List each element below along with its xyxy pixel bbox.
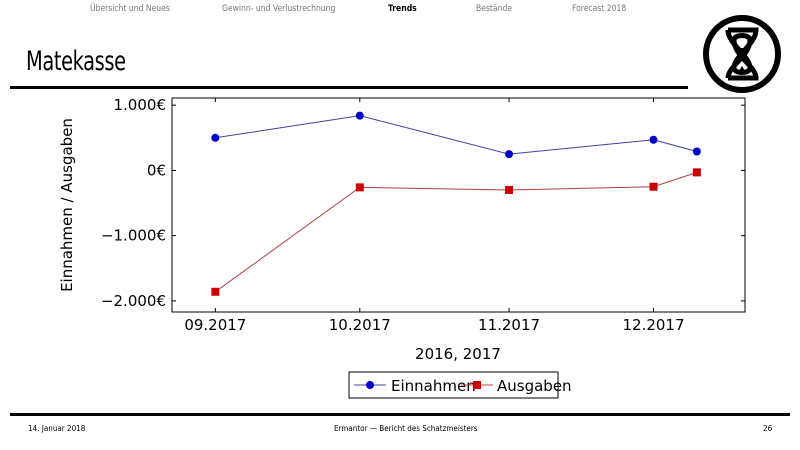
data-point-einnahmen bbox=[692, 147, 701, 156]
legend-marker-ausgaben bbox=[473, 381, 481, 389]
y-axis-label: Einnahmen / Ausgaben bbox=[58, 118, 76, 292]
slide-title: Matekasse bbox=[26, 46, 126, 77]
nav-item-forecast[interactable]: Forecast 2018 bbox=[572, 4, 627, 14]
data-point-ausgaben bbox=[211, 287, 220, 296]
series-line-einnahmen bbox=[215, 115, 697, 155]
x-tick-label: 10.2017 bbox=[329, 316, 391, 334]
chart: 09.2017 10.2017 11.2017 12.2017 1.000€ 0€ −1.0… bbox=[58, 96, 746, 399]
hourglass-logo bbox=[703, 15, 781, 93]
data-point-einnahmen bbox=[505, 150, 514, 159]
data-point-ausgaben bbox=[355, 183, 364, 192]
legend: Einnahmen Ausgaben bbox=[348, 371, 572, 399]
page-number: 26 bbox=[763, 424, 773, 433]
y-tick-label: 0€ bbox=[147, 161, 166, 179]
series-line-ausgaben bbox=[215, 171, 698, 293]
x-tick-label: 12.2017 bbox=[622, 316, 684, 334]
footer-date: 14. Januar 2018 bbox=[28, 424, 86, 433]
data-point-ausgaben bbox=[692, 168, 701, 177]
legend-label-ausgaben: Ausgaben bbox=[497, 377, 572, 395]
legend-label-einnahmen: Einnahmen bbox=[391, 377, 476, 395]
plot-frame bbox=[171, 97, 746, 313]
data-point-ausgaben bbox=[649, 182, 658, 191]
data-point-ausgaben bbox=[505, 185, 514, 194]
nav-item-trends[interactable]: Trends bbox=[388, 4, 417, 14]
x-axis-label: 2016, 2017 bbox=[415, 345, 501, 363]
title-rule bbox=[10, 86, 688, 89]
x-tick-label: 11.2017 bbox=[478, 316, 540, 334]
y-tick-label: −1.000€ bbox=[101, 227, 166, 245]
footer-title: Ermantor — Bericht des Schatzmeisters bbox=[334, 424, 478, 433]
data-point-einnahmen bbox=[649, 135, 658, 144]
footer-rule bbox=[10, 413, 790, 416]
nav-item-pnl[interactable]: Gewinn- und Verlustrechnung bbox=[222, 4, 336, 14]
y-tick-label: −2.000€ bbox=[101, 292, 166, 310]
x-tick-label: 09.2017 bbox=[184, 316, 246, 334]
nav-item-overview[interactable]: Übersicht und Neues bbox=[90, 4, 170, 14]
data-point-einnahmen bbox=[355, 111, 364, 120]
nav-item-inventory[interactable]: Bestände bbox=[476, 4, 513, 14]
y-tick-label: 1.000€ bbox=[114, 96, 167, 114]
data-point-einnahmen bbox=[211, 133, 220, 142]
legend-marker-einnahmen bbox=[366, 381, 374, 389]
